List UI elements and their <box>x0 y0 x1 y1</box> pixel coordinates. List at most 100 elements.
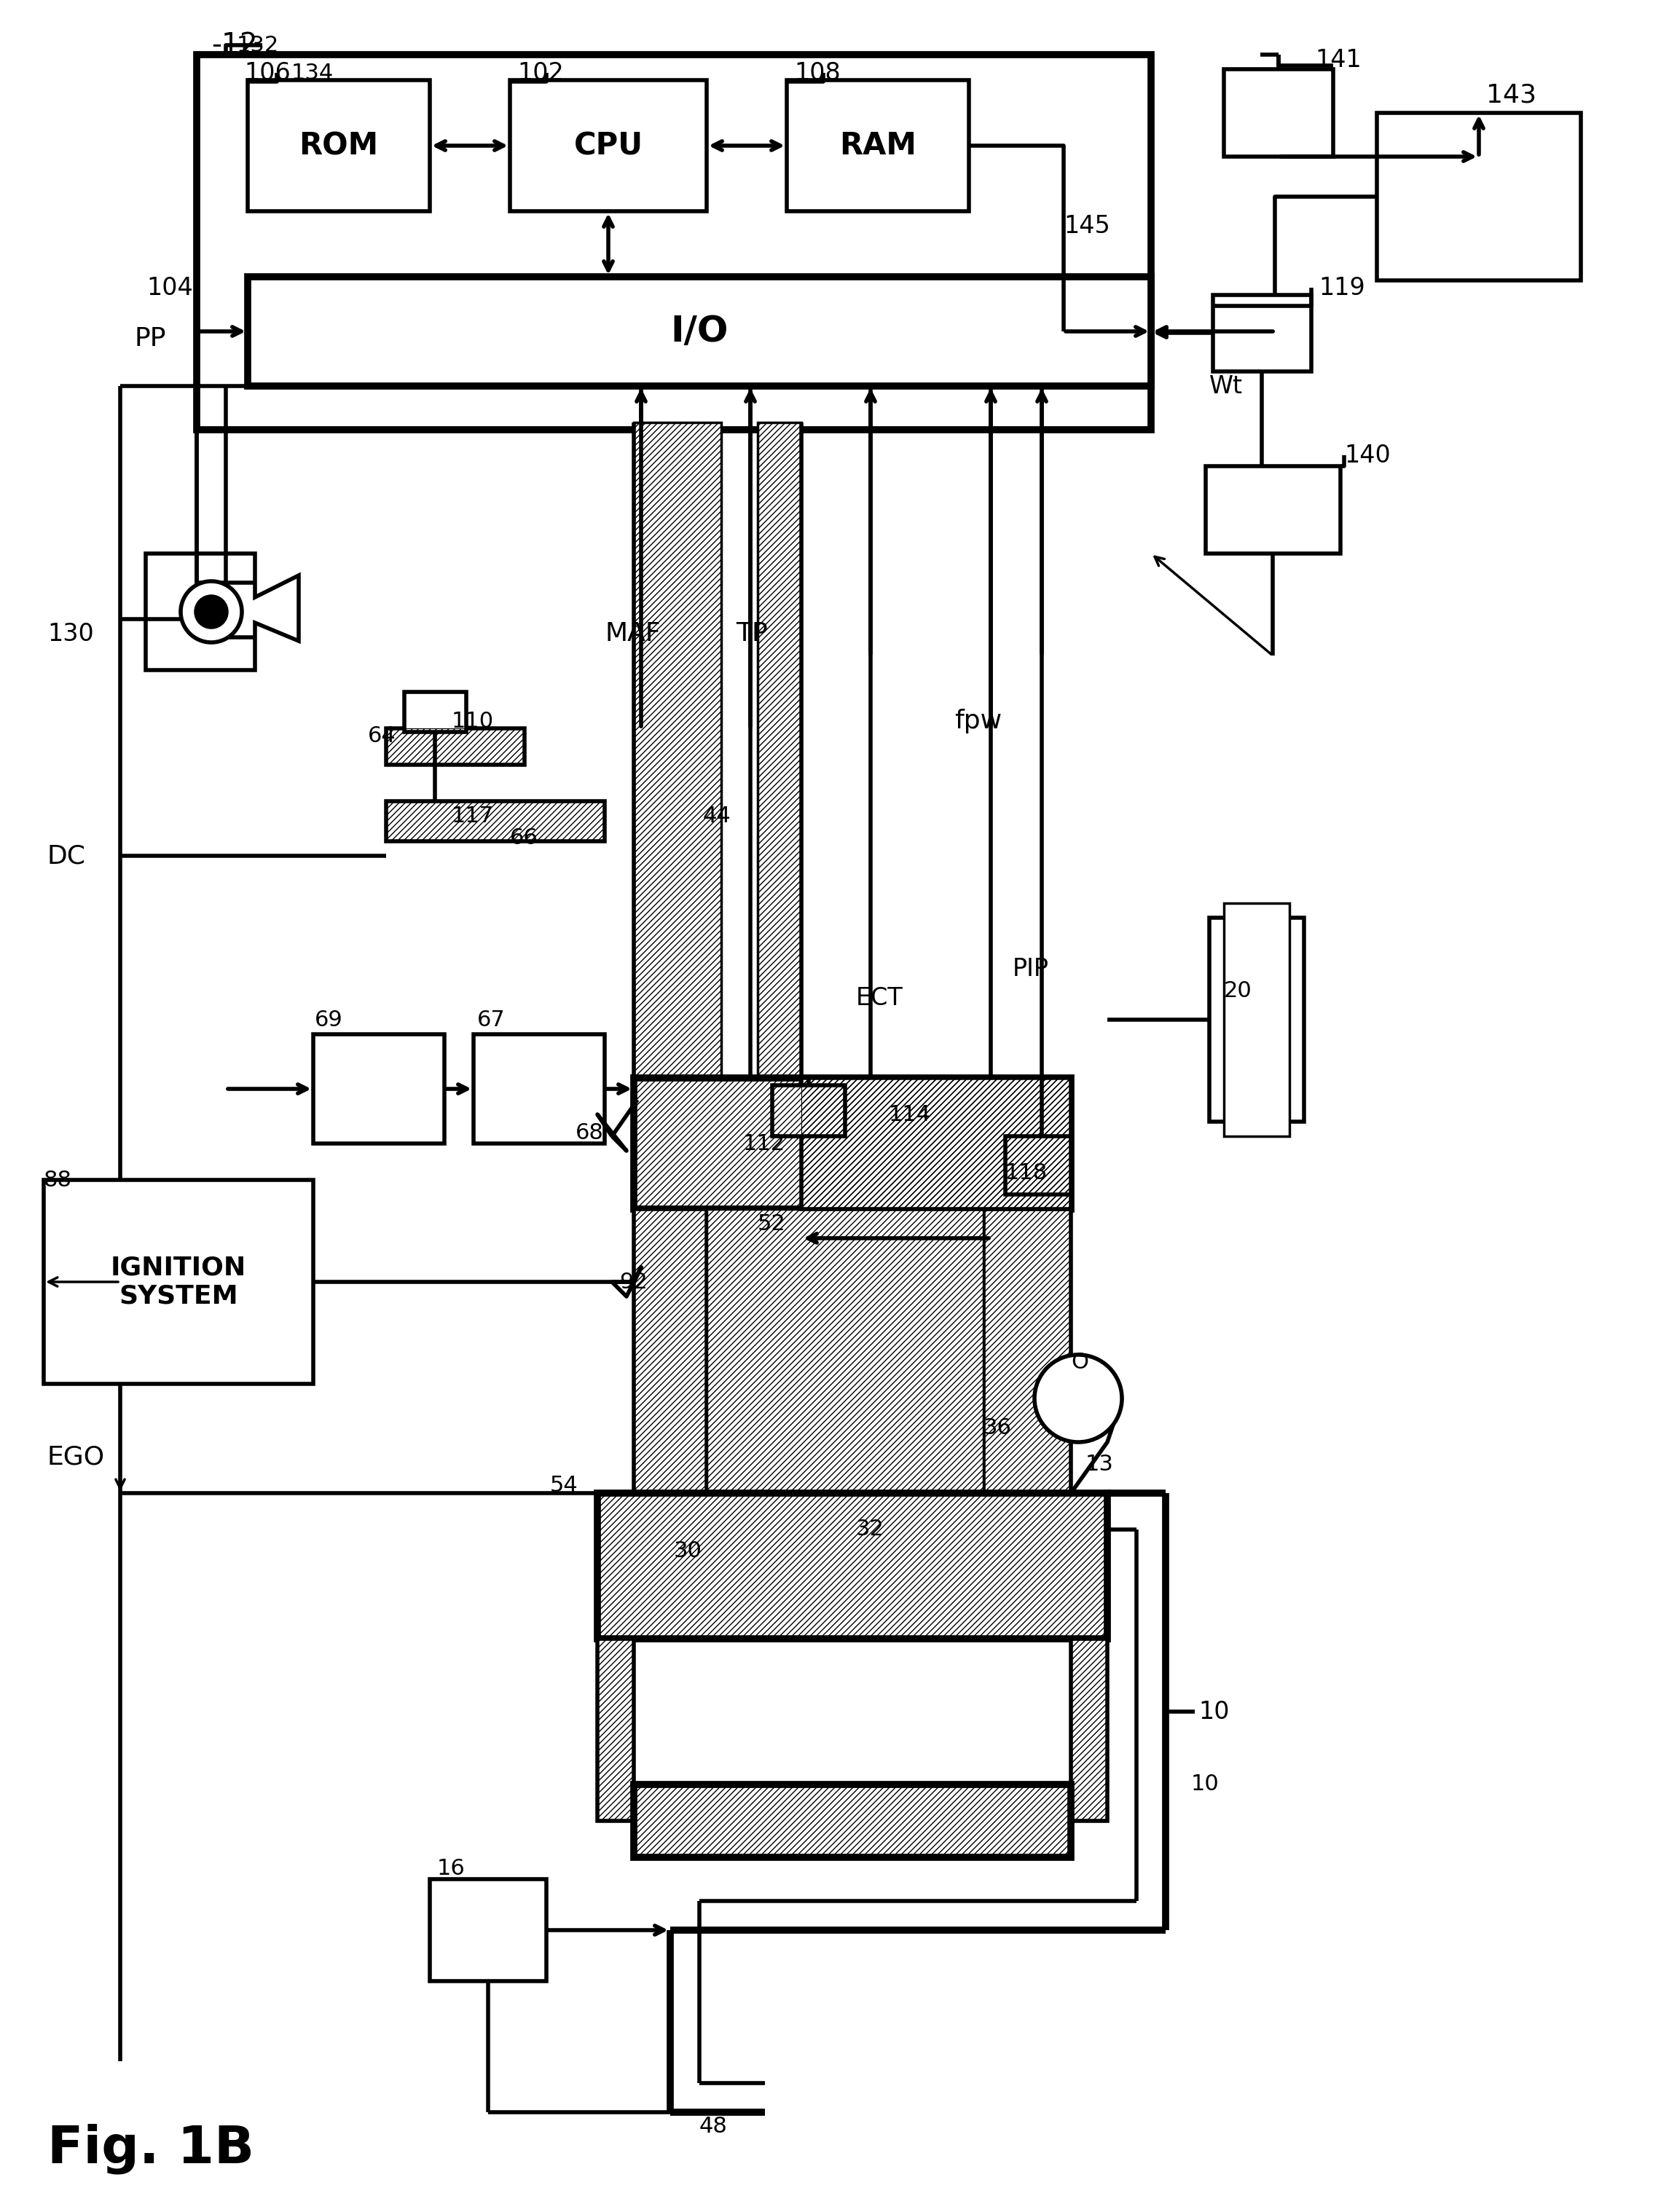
Bar <box>1071 1639 1108 1820</box>
Bar <box>706 1210 983 1493</box>
Text: ROM: ROM <box>299 131 379 161</box>
Text: 143: 143 <box>1487 82 1536 106</box>
Text: PP: PP <box>135 327 166 352</box>
Bar <box>1377 113 1581 281</box>
Bar <box>404 692 467 732</box>
Bar <box>473 1035 605 1144</box>
Text: 110: 110 <box>452 710 493 732</box>
Text: 140: 140 <box>1344 442 1390 467</box>
Bar <box>1224 902 1289 1137</box>
Text: 114: 114 <box>889 1104 932 1126</box>
Text: 130: 130 <box>48 622 93 646</box>
Bar <box>706 1210 983 1493</box>
Bar <box>510 80 706 210</box>
Bar <box>598 1639 635 1820</box>
Bar <box>801 1077 1071 1210</box>
Text: 67: 67 <box>477 1009 505 1031</box>
Bar <box>635 1077 1071 1210</box>
Bar <box>635 422 721 1077</box>
Text: 54: 54 <box>550 1475 578 1495</box>
Circle shape <box>1035 1354 1121 1442</box>
Bar <box>1005 1137 1071 1194</box>
Text: 145: 145 <box>1063 215 1110 239</box>
Circle shape <box>181 582 243 641</box>
Text: CPU: CPU <box>573 131 643 161</box>
Text: IGNITION
SYSTEM: IGNITION SYSTEM <box>111 1254 246 1310</box>
Bar <box>635 1077 1071 1210</box>
Bar <box>983 1210 1071 1493</box>
Bar <box>598 1493 1108 1639</box>
Bar <box>385 801 605 841</box>
Bar <box>1209 918 1304 1121</box>
Text: 30: 30 <box>674 1542 703 1562</box>
Text: 32: 32 <box>855 1520 884 1540</box>
Text: 88: 88 <box>43 1170 71 1190</box>
Text: Fig. 1B: Fig. 1B <box>48 2124 254 2174</box>
Bar <box>801 1077 1071 1210</box>
Bar <box>635 422 721 1077</box>
Text: 102: 102 <box>517 60 563 84</box>
Text: 117: 117 <box>452 805 493 827</box>
Bar <box>196 55 1151 429</box>
Bar <box>385 728 525 765</box>
Text: 13: 13 <box>1086 1453 1115 1475</box>
Text: TP: TP <box>736 622 767 646</box>
Bar <box>635 1785 1071 1858</box>
Text: 64: 64 <box>367 726 395 745</box>
Text: 68: 68 <box>575 1121 605 1144</box>
Bar <box>247 80 430 210</box>
Text: Wt: Wt <box>1209 374 1242 398</box>
Text: 92: 92 <box>620 1272 648 1292</box>
Text: 119: 119 <box>1319 276 1365 299</box>
Text: 36: 36 <box>983 1418 1012 1438</box>
Text: DC: DC <box>48 843 86 867</box>
Text: 10: 10 <box>1191 1774 1219 1794</box>
Bar <box>1206 467 1340 553</box>
Bar <box>1071 1639 1108 1820</box>
Polygon shape <box>146 553 299 670</box>
Bar <box>598 1493 1108 1639</box>
Text: 112: 112 <box>742 1133 786 1155</box>
Text: fpw: fpw <box>955 708 1002 734</box>
Text: EGO: EGO <box>48 1444 105 1469</box>
Bar <box>635 1210 706 1493</box>
Bar <box>635 1210 706 1493</box>
Bar <box>635 1785 1071 1858</box>
Bar <box>43 1179 314 1385</box>
Text: 16: 16 <box>437 1858 465 1878</box>
Text: I/O: I/O <box>671 314 728 349</box>
Text: 118: 118 <box>1005 1161 1048 1183</box>
Text: 66: 66 <box>510 827 538 847</box>
Text: O: O <box>1071 1352 1088 1374</box>
Bar <box>757 422 801 1077</box>
Text: 10: 10 <box>1198 1699 1229 1723</box>
Text: 44: 44 <box>703 805 731 827</box>
Text: -12: -12 <box>211 31 257 60</box>
Text: ECT: ECT <box>855 987 904 1011</box>
Text: 108: 108 <box>794 60 840 84</box>
Circle shape <box>196 595 228 628</box>
Text: MAF: MAF <box>605 622 661 646</box>
Text: 132: 132 <box>238 35 279 55</box>
Text: 48: 48 <box>699 2117 728 2137</box>
Bar <box>430 1880 546 1982</box>
Text: 52: 52 <box>757 1212 786 1234</box>
Bar <box>1224 69 1334 157</box>
Bar <box>314 1035 445 1144</box>
Bar <box>598 1639 635 1820</box>
Text: 106: 106 <box>244 60 291 84</box>
Bar <box>247 276 1151 387</box>
Text: 69: 69 <box>314 1009 342 1031</box>
Bar <box>757 422 801 1077</box>
Bar <box>983 1210 1071 1493</box>
Text: PIP: PIP <box>1013 956 1050 980</box>
Text: RAM: RAM <box>839 131 917 161</box>
Bar <box>772 1086 845 1137</box>
Bar <box>385 728 525 765</box>
Bar <box>1213 294 1311 372</box>
Text: 20: 20 <box>1224 980 1252 1002</box>
Text: 104: 104 <box>146 276 193 299</box>
Text: 134: 134 <box>291 62 334 84</box>
Bar <box>787 80 968 210</box>
Text: 141: 141 <box>1316 49 1362 71</box>
